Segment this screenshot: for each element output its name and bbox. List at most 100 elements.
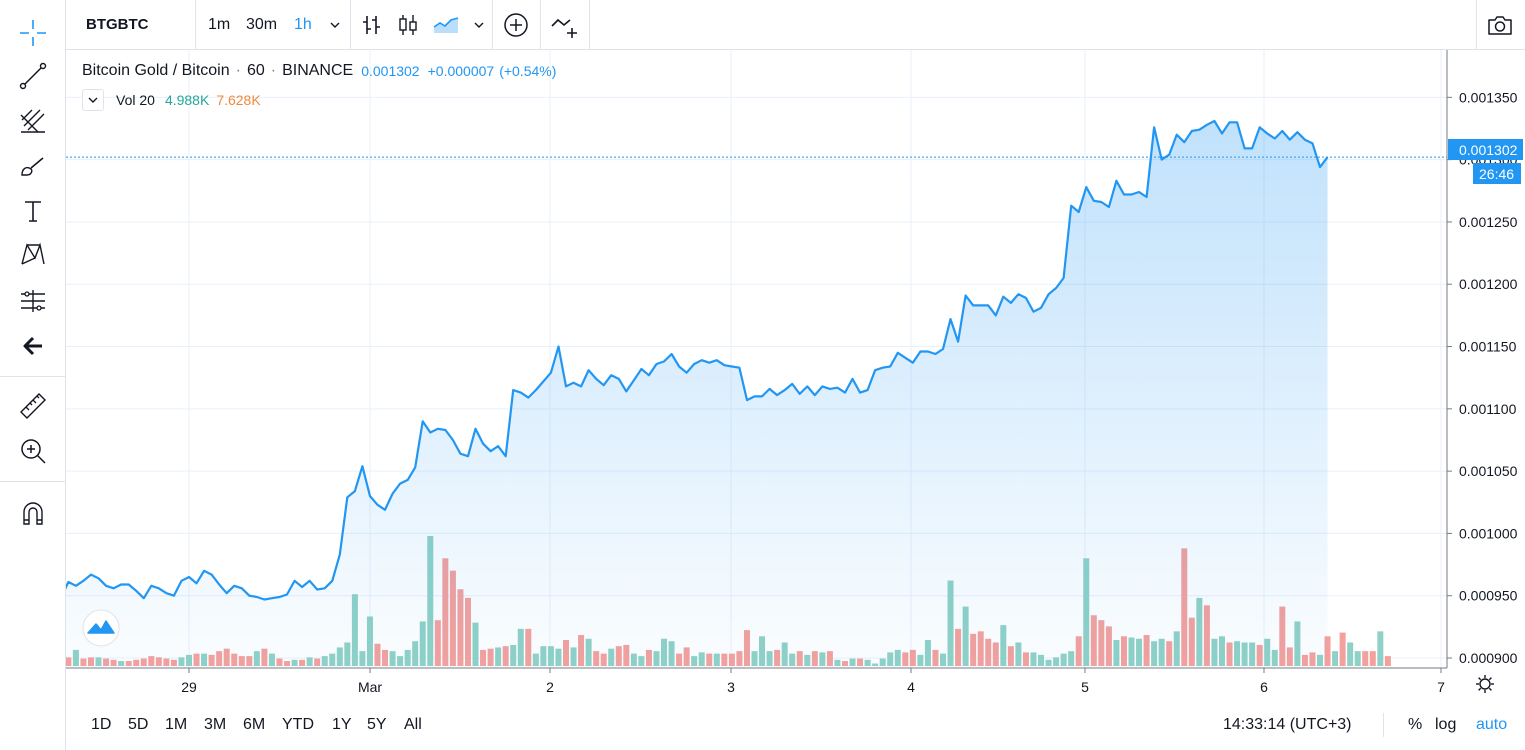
candles-icon <box>399 14 417 35</box>
volume-bar <box>1384 656 1391 666</box>
fib-icon <box>20 109 45 133</box>
snapshot-button[interactable] <box>1484 0 1516 49</box>
tradingview-logo[interactable] <box>82 609 120 647</box>
toolbar-divider <box>1383 713 1384 737</box>
bottom-toolbar: 1D 5D 1M 3M 6M YTD 1Y 5Y All 14:33:14 (U… <box>66 700 1525 750</box>
symbol-search[interactable]: BTGBTC <box>70 0 196 49</box>
time-tick-label: 7 <box>1437 679 1445 695</box>
range-1y[interactable]: 1Y <box>332 716 352 733</box>
time-tick-label: 3 <box>727 679 735 695</box>
range-all[interactable]: All <box>404 716 422 733</box>
bars-style-button[interactable] <box>358 0 386 49</box>
toolbar-divider <box>540 0 541 49</box>
candles-style-button[interactable] <box>394 0 422 49</box>
price-tick-label: 0.001350 <box>1459 89 1518 105</box>
range-1d[interactable]: 1D <box>91 716 112 733</box>
range-1m[interactable]: 1M <box>165 716 188 733</box>
toolbar-divider <box>589 0 590 49</box>
time-tick-label: Mar <box>358 679 382 695</box>
percent-scale-toggle[interactable]: % <box>1408 716 1423 733</box>
volume-label: Vol 20 <box>116 92 155 108</box>
measure-tool[interactable] <box>13 386 53 426</box>
indicators-button[interactable] <box>500 0 532 49</box>
sidebar-divider <box>0 481 66 482</box>
price-tick-label: 0.001100 <box>1459 401 1517 417</box>
legend-exchange: BINANCE <box>282 62 354 79</box>
range-6m[interactable]: 6M <box>243 716 266 733</box>
area-style-button[interactable] <box>430 0 462 49</box>
legend-separator: · <box>270 62 277 79</box>
range-5d[interactable]: 5D <box>128 716 149 733</box>
text-icon <box>25 201 41 222</box>
volume-bar <box>1362 651 1369 666</box>
legend-change-pct: (+0.54%) <box>499 63 557 79</box>
interval-1m[interactable]: 1m <box>208 16 231 33</box>
chevron-down-icon <box>330 22 340 28</box>
pattern-tool[interactable] <box>13 235 53 275</box>
zoom-tool[interactable] <box>13 431 53 471</box>
ruler-icon <box>20 393 46 419</box>
price-tick-label: 0.001200 <box>1459 276 1518 292</box>
zoom-in-icon <box>21 439 46 464</box>
legend-last-price: 0.001302 <box>361 63 420 79</box>
interval-30m[interactable]: 30m <box>246 16 278 33</box>
interval-dropdown[interactable] <box>326 0 344 49</box>
forecast-icon <box>21 290 45 312</box>
time-scale[interactable]: 29 Mar 2 3 4 5 6 7 <box>181 668 1445 695</box>
legend-interval: 60 <box>246 62 265 79</box>
price-tick-label: 0.001050 <box>1459 463 1518 479</box>
price-tick-label: 0.001250 <box>1459 214 1518 230</box>
price-line <box>7 119 1329 625</box>
magnet-icon <box>23 502 43 525</box>
trend-line-icon <box>19 62 47 90</box>
chart-legend[interactable]: Bitcoin Gold / Bitcoin · 60 · BINANCE 0.… <box>82 60 556 82</box>
collapse-button[interactable] <box>82 89 104 111</box>
time-tick-label: 5 <box>1081 679 1089 695</box>
last-price-tag: 0.001302 26:46 <box>1448 139 1523 184</box>
log-scale-toggle[interactable]: log <box>1435 716 1457 733</box>
remove-drawings-tool[interactable] <box>13 326 53 366</box>
area-chart-icon <box>433 16 459 33</box>
range-ytd[interactable]: YTD <box>282 716 314 733</box>
chevron-down-icon <box>474 22 484 28</box>
back-arrow-icon <box>23 336 42 356</box>
range-5y[interactable]: 5Y <box>367 716 387 733</box>
drawing-toolbar <box>0 0 66 750</box>
clock-timezone[interactable]: 14:33:14 (UTC+3) <box>1223 716 1352 733</box>
toolbar-divider <box>1476 0 1477 49</box>
price-tick-label: 0.001000 <box>1459 525 1518 541</box>
volume-bar <box>1324 636 1331 666</box>
toolbar-divider <box>492 0 493 49</box>
crosshair-tool[interactable] <box>13 13 53 53</box>
settings-icon[interactable] <box>1476 675 1494 693</box>
volume-bar <box>1377 631 1384 666</box>
auto-scale-toggle[interactable]: auto <box>1476 716 1508 733</box>
price-tick-label: 0.000950 <box>1459 588 1518 604</box>
chart-style-dropdown[interactable] <box>470 0 488 49</box>
symbol-title: Bitcoin Gold / Bitcoin <box>82 62 230 79</box>
brush-tool[interactable] <box>13 146 53 186</box>
camera-icon <box>1488 15 1512 35</box>
text-tool[interactable] <box>13 191 53 231</box>
volume-bar <box>1354 651 1361 666</box>
add-indicator-icon <box>504 12 528 37</box>
forecast-tool[interactable] <box>13 281 53 321</box>
volume-bar <box>1369 651 1376 666</box>
magnet-tool[interactable] <box>13 493 53 533</box>
fib-tool[interactable] <box>13 101 53 141</box>
time-tick-label: 29 <box>181 679 197 695</box>
interval-1h[interactable]: 1h <box>294 16 312 33</box>
volume-bar <box>1347 642 1354 666</box>
time-tick-label: 4 <box>907 679 915 695</box>
volume-legend[interactable]: Vol 20 4.988K 7.628K <box>82 88 261 112</box>
logo-icon <box>87 620 115 634</box>
compare-button[interactable] <box>548 0 582 49</box>
price-tick-label: 0.001150 <box>1459 339 1517 355</box>
volume-ma-value: 7.628K <box>216 92 261 108</box>
last-price-tag-value: 0.001302 <box>1459 142 1518 158</box>
volume-bar <box>1339 632 1346 666</box>
bar-chart-icon <box>363 15 380 34</box>
trend-line-tool[interactable] <box>13 56 53 96</box>
range-3m[interactable]: 3M <box>204 716 227 733</box>
